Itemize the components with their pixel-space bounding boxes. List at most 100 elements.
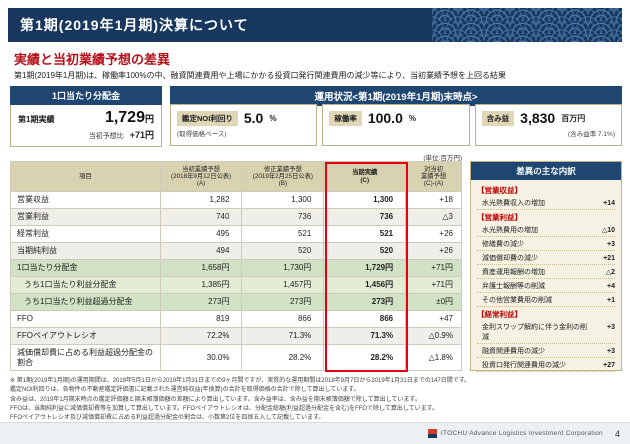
variance-item-label: 金利スワップ解約に伴う金利の削減 [482, 323, 587, 341]
table-row: 経常利益 495 521 521 +26 [11, 226, 462, 243]
table-row: うち1口当たり利益分配金 1,385円 1,457円 1,456円 +71円 [11, 277, 463, 294]
row-value: 1,730円 [242, 260, 325, 277]
table-row: うち1口当たり利益超過分配金 273円 273円 273円 ±0円 [11, 294, 463, 311]
variance-item-label: 水光熱費収入の増加 [482, 199, 545, 207]
itochu-logo-icon [427, 429, 437, 438]
column-header: 当期実績 (C) [324, 162, 407, 192]
variance-item-label: 投資口発行関連費用の減少 [482, 361, 566, 369]
table-row: 営業利益 740 736 736 △3 [11, 209, 462, 226]
row-label: 減価償却費に占める利益超過分配金の割合 [11, 345, 161, 371]
stat-note: (取得価格ベース) [177, 131, 227, 138]
row-value: △3 [406, 209, 462, 226]
variance-item-label: 融資関連費用の減少 [482, 347, 545, 355]
column-header: 項目 [11, 162, 161, 192]
variance-item: 水光熱費収入の増加 +14 [477, 196, 615, 210]
row-value: +18 [406, 192, 462, 209]
variance-item-label: 減価償却費の減少 [482, 254, 538, 262]
stat-box: 含み益 3,830 百万円 (含み益率 7.1%) [474, 104, 622, 146]
row-value: 740 [160, 209, 243, 226]
row-value: △0.9% [406, 328, 462, 345]
status-stat-boxes: 鑑定NOI利回り 5.0% (取得価格ベース) 稼働率 100.0% 含み益 3,830 百万… [170, 104, 622, 146]
row-value: +47 [406, 311, 462, 328]
variance-item-value: +3 [607, 323, 615, 331]
column-header: 修正業績予想 (2019年2月25日公表) (B) [242, 162, 325, 192]
footnotes: ※ 第1期(2019年1月期)の運用期間は、2018年5月1日から2019年1月… [10, 377, 622, 423]
row-value: 273円 [324, 294, 407, 311]
stat-unit: % [269, 113, 277, 123]
stat-unit: 百万円 [561, 113, 586, 123]
row-value: 1,729円 [324, 260, 407, 277]
variance-item: 投資口発行関連費用の減少 +27 [477, 358, 615, 372]
row-value: 866 [324, 311, 407, 328]
row-value: 28.2% [324, 345, 407, 371]
footer-bar: ITOCHU Advance Logistics Investment Corp… [0, 422, 630, 444]
stat-box: 稼働率 100.0% [322, 104, 470, 146]
variance-item-value: +4 [607, 282, 615, 290]
row-value: ±0円 [406, 294, 463, 311]
stat-label: 含み益 [481, 110, 515, 126]
variance-item-label: その他営業費用の削減 [482, 296, 552, 304]
table-row: 減価償却費に占める利益超過分配金の割合 30.0% 28.2% 28.2% △1.8% [11, 345, 462, 371]
dpu-unit: 円 [144, 114, 154, 124]
row-value: 1,300 [242, 192, 325, 209]
row-value: 71.3% [242, 328, 325, 345]
row-value: 72.2% [160, 328, 243, 345]
row-value: 1,385円 [160, 277, 243, 294]
row-value: +71円 [406, 260, 462, 277]
stat-value: 5.0 [243, 110, 264, 126]
variance-item-value: +21 [603, 254, 615, 262]
dpu-result-box: 1口当たり分配金 第1期実績 1,729円 当初予想比 +71円 [10, 86, 162, 147]
row-value: 521 [324, 226, 407, 243]
column-header: 対当初 業績予想 (C)-(A) [406, 162, 462, 192]
footnote-line: ※ 第1期(2019年1月期)の運用期間は、2018年5月1日から2019年1月… [10, 378, 471, 384]
variance-item: 金利スワップ解約に伴う金利の削減 +3 [477, 320, 615, 344]
dpu-main-row: 第1期実績 1,729円 [18, 109, 154, 127]
row-value: 736 [242, 209, 325, 226]
row-label: うち1口当たり利益超過分配金 [11, 294, 161, 311]
table-row: 当期純利益 494 520 520 +26 [11, 243, 462, 260]
variance-item-label: 弁護士報酬等の削減 [482, 282, 545, 290]
variance-panel-header: 差異の主な内訳 [471, 162, 621, 180]
section-lead-text: 第1期(2019年1月期)は、稼働率100%の中、融資関連費用や上場にかかる投資… [14, 71, 506, 80]
row-value: △1.8% [406, 345, 462, 371]
dpu-box-header: 1口当たり分配金 [10, 86, 162, 105]
stat-label: 鑑定NOI利回り [177, 110, 238, 126]
row-value: +26 [406, 243, 462, 260]
row-value: 1,300 [324, 192, 407, 209]
row-value: 520 [324, 243, 407, 260]
variance-item-label: 修繕費の減少 [482, 240, 524, 248]
row-label: FFO [11, 311, 161, 328]
row-value: 521 [242, 226, 325, 243]
row-value: 520 [242, 243, 325, 260]
dpu-value: 1,729円 [105, 109, 154, 127]
column-header: 当初業績予想 (2018年9月12日公表) (A) [160, 162, 243, 192]
row-value: 273円 [242, 294, 325, 311]
variance-item-value: +1 [607, 296, 615, 304]
variance-item-value: +27 [603, 361, 615, 369]
variance-item-value: +14 [603, 199, 615, 207]
page-title: 第1期(2019年1月期)決算について [20, 17, 249, 33]
row-value: 1,282 [160, 192, 243, 209]
row-value: 736 [324, 209, 407, 226]
variance-item: 水光熱費用の増加 △10 [477, 223, 615, 237]
variance-item-value: △10 [601, 226, 615, 234]
variance-item: 修繕費の減少 +3 [477, 237, 615, 251]
variance-item: 資産運用報酬の増加 △2 [477, 265, 615, 279]
variance-panel-body: 【営業収益】 水光熱費収入の増加 +14 【営業利益】 水光熱費用の増加 △10 修繕費の減… [471, 180, 621, 375]
variance-item: 弁護士報酬等の削減 +4 [477, 279, 615, 293]
page-number: 4 [614, 428, 620, 439]
variance-item-value: △2 [605, 268, 615, 276]
table-row: 営業収益 1,282 1,300 1,300 +18 [11, 192, 462, 209]
variance-item-value: +3 [607, 240, 615, 248]
variance-item-label: 水光熱費用の増加 [482, 226, 538, 234]
stat-box: 鑑定NOI利回り 5.0% (取得価格ベース) [170, 104, 318, 146]
variance-item: 融資関連費用の減少 +3 [477, 344, 615, 358]
row-value: 494 [160, 243, 243, 260]
row-value: 273円 [160, 294, 243, 311]
row-label: FFOペイアウトレシオ [11, 328, 161, 345]
dpu-sub-row: 当初予想比 +71円 [18, 128, 154, 141]
stat-unit: % [408, 113, 416, 123]
row-label: 経常利益 [11, 226, 161, 243]
variance-item-value: +3 [607, 347, 615, 355]
